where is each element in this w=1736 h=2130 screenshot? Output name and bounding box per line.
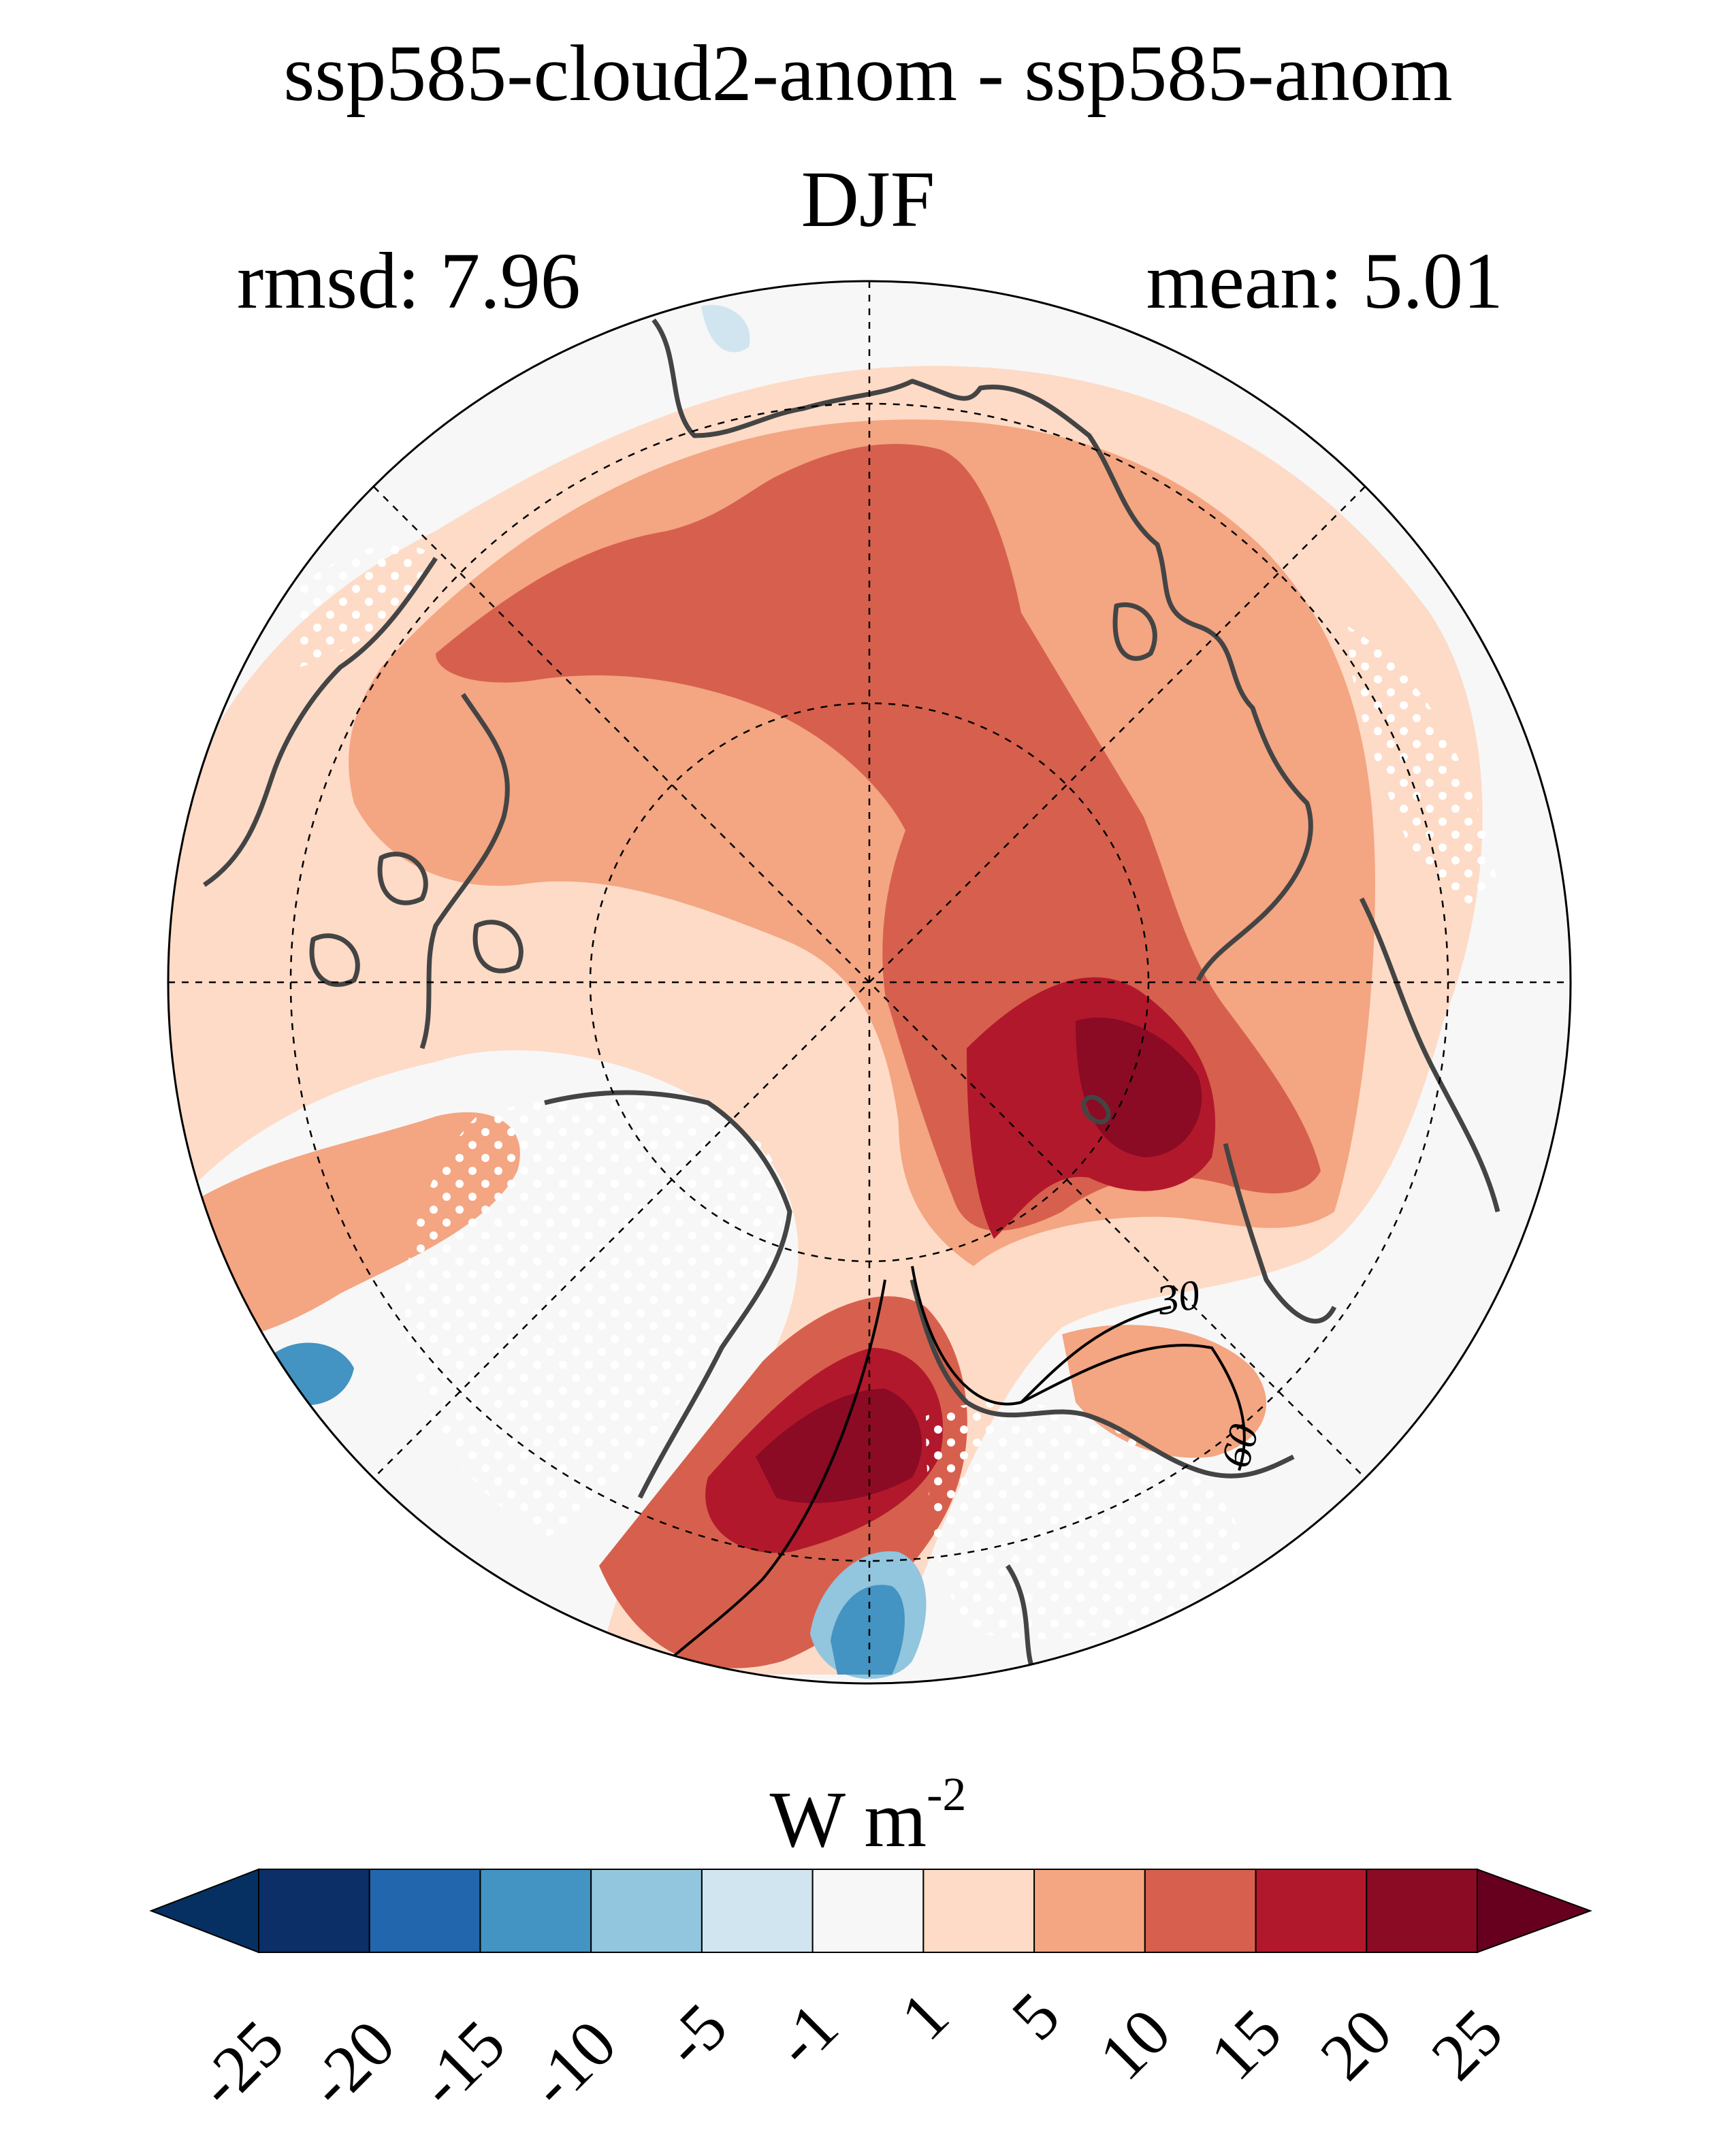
colorbar-tick-label: 10 bbox=[1085, 1995, 1185, 2095]
colorbar-tick-label: 20 bbox=[1306, 1995, 1407, 2095]
field-negative-atlantic-core bbox=[831, 1585, 905, 1675]
field-moderate-positive-west bbox=[177, 1112, 520, 1342]
season-label: DJF bbox=[801, 155, 935, 244]
unit-exponent: -2 bbox=[927, 1769, 967, 1821]
coastlines bbox=[203, 318, 1500, 1676]
map-title: ssp585-cloud2-anom - ssp585-anom bbox=[283, 29, 1453, 118]
colorbar-extend-low bbox=[149, 1868, 259, 1954]
colorbar-tick-label: 25 bbox=[1417, 1995, 1517, 2095]
colorbar-extend-high bbox=[1477, 1868, 1592, 1954]
colorbar-tick-label: -20 bbox=[293, 2006, 409, 2122]
colorbar-bin bbox=[1033, 1869, 1146, 1953]
significance-stippling-alaska bbox=[300, 544, 436, 667]
colorbar-tick-label: -10 bbox=[515, 2006, 630, 2122]
colorbar-bin bbox=[590, 1869, 703, 1953]
colorbar-tick-label: -5 bbox=[649, 1989, 741, 2081]
colorbar-bin bbox=[1255, 1869, 1368, 1953]
overlay-contours bbox=[652, 1265, 1246, 1676]
colorbar-bin bbox=[811, 1869, 925, 1953]
rmsd-label: rmsd: 7.96 bbox=[237, 236, 581, 325]
colorbar-bin bbox=[701, 1869, 814, 1953]
significance-stippling-europe bbox=[926, 1402, 1242, 1639]
colorbar-bin bbox=[479, 1869, 592, 1953]
colorbar-tick-label: 15 bbox=[1196, 1995, 1296, 2095]
colorbar-tick-label: 5 bbox=[998, 1978, 1074, 2054]
colorbar-bin bbox=[922, 1869, 1035, 1953]
colorbar-bin bbox=[1366, 1869, 1478, 1953]
graticule bbox=[168, 281, 1571, 1683]
map-boundary bbox=[167, 280, 1572, 1685]
unit-base: W m bbox=[769, 1775, 927, 1864]
colorbar-tick-label: 1 bbox=[887, 1978, 963, 2054]
field-darkest-positive bbox=[1076, 1017, 1202, 1157]
field-negative-pacific bbox=[701, 305, 750, 353]
contour-label-30: 30 bbox=[1153, 1272, 1204, 1325]
mean-label: mean: 5.01 bbox=[1146, 236, 1503, 325]
colorbar-bin bbox=[258, 1869, 370, 1953]
colorbar-tick-label: -15 bbox=[404, 2006, 520, 2122]
colorbar-tick-label: -1 bbox=[760, 1989, 852, 2081]
colorbar-unit-label: W m-2 bbox=[0, 1769, 1736, 1866]
colorbar-bin bbox=[1144, 1869, 1257, 1953]
colorbar-tick-label: -25 bbox=[183, 2006, 298, 2122]
polar-map: 30 60 bbox=[167, 280, 1572, 1685]
significance-stippling-siberia bbox=[1348, 626, 1498, 905]
significance-stippling-greenland bbox=[404, 1098, 782, 1538]
colorbar-bin bbox=[368, 1869, 481, 1953]
